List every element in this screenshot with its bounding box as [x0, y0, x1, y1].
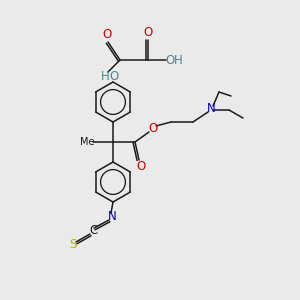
Text: O: O	[102, 28, 112, 41]
Text: O: O	[143, 26, 153, 40]
Text: N: N	[207, 101, 215, 115]
Text: O: O	[148, 122, 158, 134]
Text: N: N	[108, 211, 116, 224]
Text: H: H	[100, 70, 109, 83]
Text: H: H	[174, 53, 182, 67]
Text: S: S	[69, 238, 77, 251]
Text: O: O	[110, 70, 118, 83]
Text: C: C	[89, 224, 97, 238]
Text: O: O	[136, 160, 146, 173]
Text: O: O	[165, 53, 175, 67]
Text: Me: Me	[80, 137, 94, 147]
